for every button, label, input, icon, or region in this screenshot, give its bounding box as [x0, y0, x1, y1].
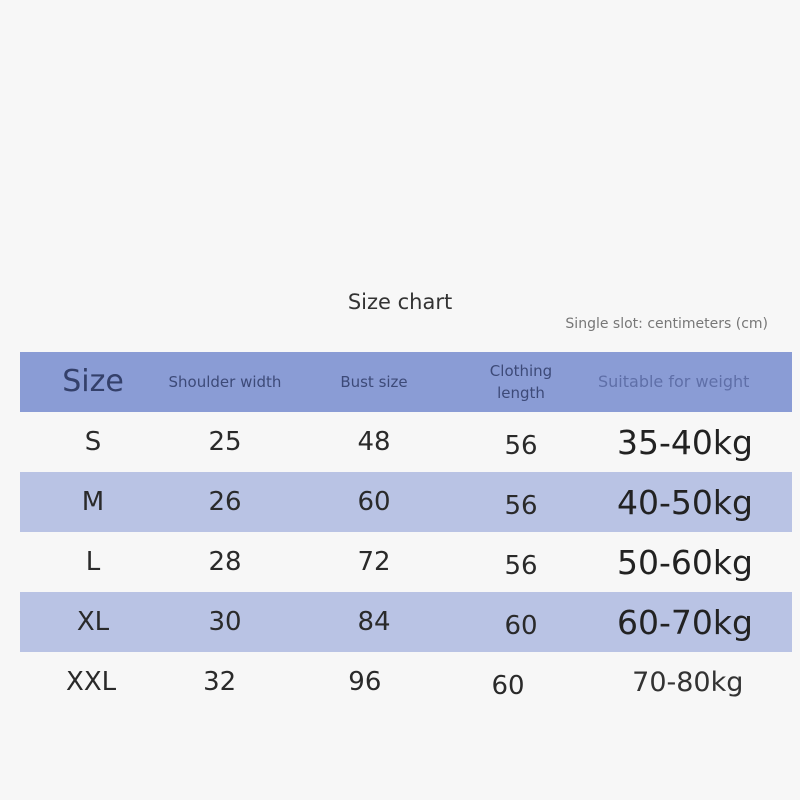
cell-size: L [85, 547, 101, 577]
cell-weight: 60-70kg [617, 602, 753, 642]
header-bust-size: Bust size [340, 373, 408, 391]
cell-bust-size: 48 [357, 427, 391, 457]
cell-weight: 70-80kg [632, 666, 744, 698]
cell-clothing-length: 56 [504, 551, 538, 581]
cell-clothing-length: 56 [504, 491, 538, 521]
table-body: S 25 48 56 35-40kg M 26 60 56 40-50kg L 28 72 56 50-60… [20, 412, 792, 712]
chart-title: Size chart [347, 290, 453, 314]
cell-shoulder-width: 25 [208, 427, 242, 457]
cell-weight: 35-40kg [617, 422, 753, 462]
header-size: Size [62, 364, 124, 399]
table-row: S 25 48 56 35-40kg [20, 412, 792, 472]
table-row: M 26 60 56 40-50kg [20, 472, 792, 532]
cell-clothing-length: 60 [504, 611, 538, 641]
cell-weight: 40-50kg [617, 482, 753, 522]
header-weight: Suitable for weight [598, 372, 750, 391]
cell-bust-size: 84 [357, 607, 391, 637]
cell-clothing-length: 56 [504, 431, 538, 461]
cell-shoulder-width: 30 [208, 607, 242, 637]
table-row: XXL 32 96 60 70-80kg [20, 652, 792, 712]
cell-size: XXL [66, 667, 117, 697]
cell-size: M [81, 487, 105, 517]
cell-bust-size: 60 [357, 487, 391, 517]
header-shoulder-width: Shoulder width [168, 373, 282, 391]
cell-size: S [84, 427, 102, 457]
cell-shoulder-width: 32 [203, 667, 237, 697]
header-clothing-length: Clothing length [489, 362, 553, 402]
cell-bust-size: 72 [357, 547, 391, 577]
unit-note: Single slot: centimeters (cm) [565, 316, 768, 332]
table-row: L 28 72 56 50-60kg [20, 532, 792, 592]
cell-clothing-length: 60 [491, 671, 525, 701]
cell-shoulder-width: 28 [208, 547, 242, 577]
cell-size: XL [76, 607, 110, 637]
table-row: XL 30 84 60 60-70kg [20, 592, 792, 652]
cell-weight: 50-60kg [617, 542, 753, 582]
table-header: Size Shoulder width Bust size Clothing l… [20, 352, 792, 412]
cell-shoulder-width: 26 [208, 487, 242, 517]
size-table: Size Shoulder width Bust size Clothing l… [20, 352, 792, 712]
cell-bust-size: 96 [348, 667, 382, 697]
